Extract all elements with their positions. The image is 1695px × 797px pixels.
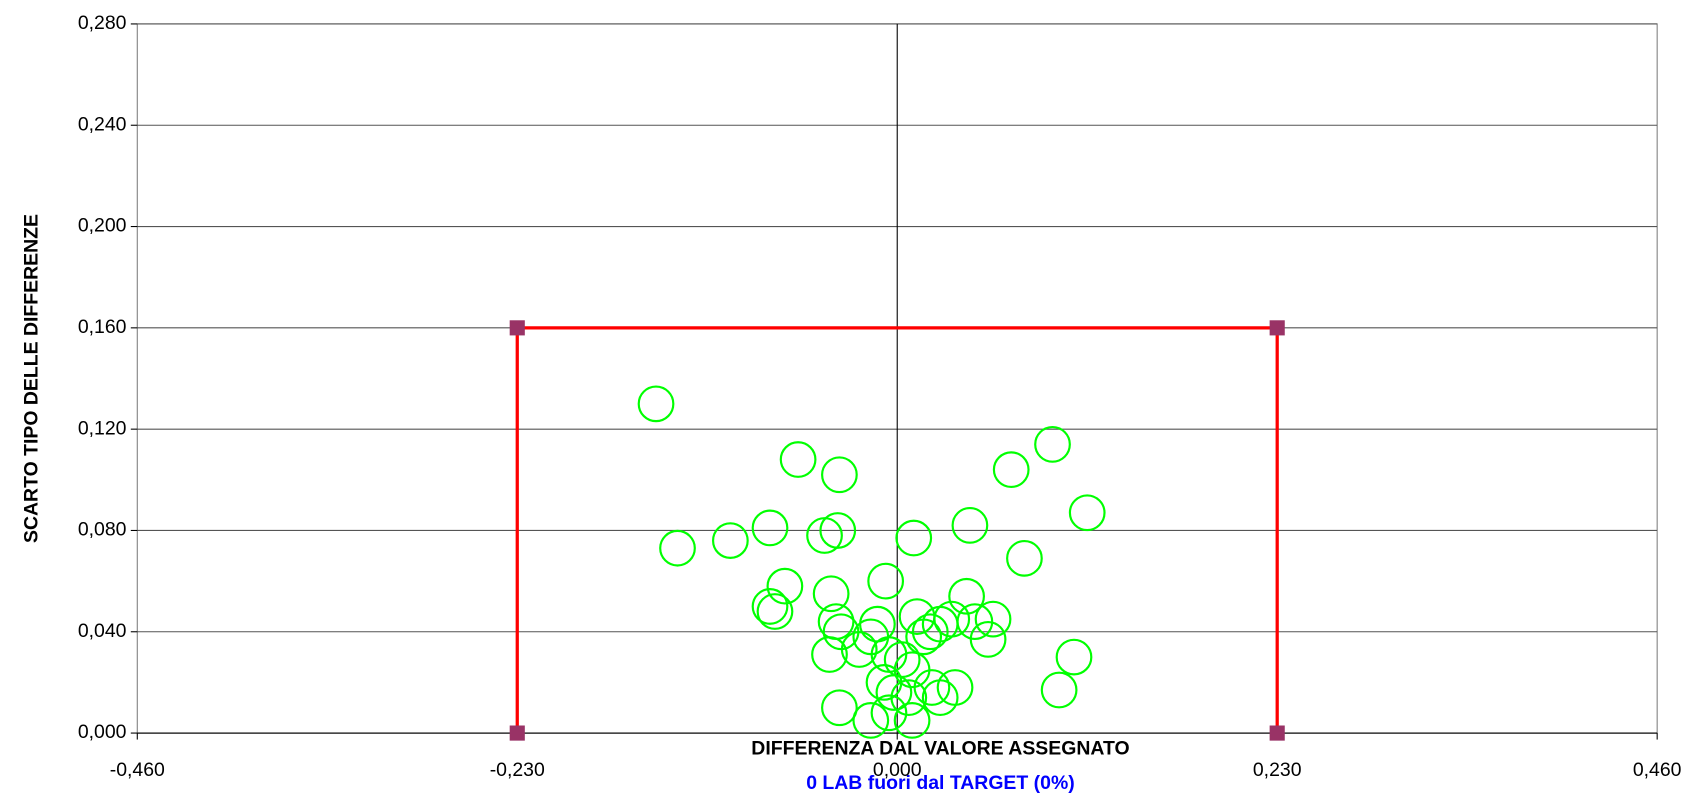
point — [811, 636, 848, 673]
point — [905, 618, 943, 656]
point — [821, 689, 858, 727]
y-tick-label: 0,200 — [78, 215, 127, 237]
point — [867, 562, 905, 600]
point — [875, 674, 913, 711]
point — [865, 664, 903, 701]
point — [812, 575, 850, 613]
x-tick-label: -0,460 — [110, 759, 165, 781]
y-tick-label: 0,240 — [78, 113, 127, 135]
point — [992, 451, 1030, 489]
x-tick-label: 0,230 — [1253, 759, 1302, 781]
target-line — [515, 326, 1279, 734]
point — [637, 385, 675, 423]
point — [756, 593, 794, 630]
y-tick-label: 0,000 — [78, 721, 127, 743]
x-tick-label: 0,000 — [873, 759, 922, 781]
point — [913, 669, 951, 706]
target-marker — [1269, 320, 1285, 336]
point — [751, 509, 789, 547]
y-axis-title: SCARTO TIPO DELLE DIFFERENZE — [21, 214, 43, 543]
point — [821, 456, 858, 494]
x-tick-label: 0,460 — [1633, 759, 1682, 781]
x-tick-label: -0,230 — [490, 759, 545, 781]
point — [870, 694, 908, 732]
point — [1006, 539, 1043, 577]
point — [766, 567, 804, 605]
y-tick-label: 0,040 — [78, 620, 127, 642]
annotation: 0 LAB fuori dal TARGET (0%) — [806, 772, 1075, 794]
point — [779, 441, 817, 478]
y-tick-label: 0,160 — [78, 316, 127, 338]
point — [898, 598, 936, 635]
target-marker — [509, 320, 525, 336]
target-marker — [1269, 725, 1285, 741]
target-marker — [509, 725, 525, 741]
point — [974, 600, 1012, 638]
point — [711, 522, 749, 559]
y-tick-label: 0,080 — [78, 519, 127, 541]
point — [969, 620, 1007, 658]
point — [921, 679, 959, 716]
y-tick-label: 0,280 — [78, 12, 127, 34]
point — [948, 577, 985, 615]
y-tick-label: 0,120 — [78, 417, 127, 439]
point — [751, 588, 789, 625]
point — [840, 631, 878, 668]
point — [933, 600, 971, 638]
point — [1055, 638, 1093, 676]
x-axis-title: DIFFERENZA DAL VALORE ASSEGNATO — [751, 737, 1129, 759]
point — [893, 702, 931, 739]
point — [1040, 671, 1078, 709]
point — [819, 512, 857, 549]
point — [951, 507, 989, 544]
point — [1034, 425, 1071, 463]
point — [1068, 494, 1106, 532]
point — [883, 641, 921, 678]
point — [911, 613, 949, 651]
point — [895, 519, 933, 557]
point — [659, 529, 696, 567]
point — [852, 702, 890, 739]
